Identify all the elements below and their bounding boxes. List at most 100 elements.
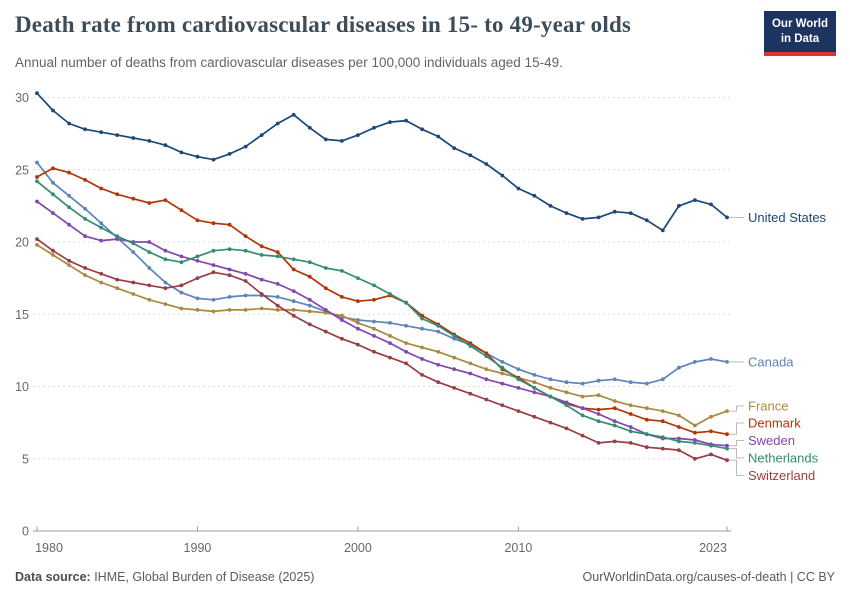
data-point-sweden-1991[interactable] — [211, 263, 216, 267]
data-point-united-states-2015[interactable] — [596, 215, 601, 220]
data-point-france-2016[interactable] — [612, 399, 617, 403]
data-point-switzerland-2017[interactable] — [628, 441, 633, 445]
data-point-switzerland-1982[interactable] — [67, 258, 71, 263]
data-point-netherlands-1995[interactable] — [275, 254, 280, 259]
data-point-sweden-1984[interactable] — [99, 238, 104, 243]
data-point-canada-2010[interactable] — [516, 367, 521, 372]
data-point-france-2001[interactable] — [372, 326, 376, 331]
data-point-france-2005[interactable] — [436, 349, 441, 354]
data-point-united-states-1990[interactable] — [195, 154, 200, 159]
data-point-sweden-2006[interactable] — [452, 367, 457, 372]
data-point-netherlands-1990[interactable] — [195, 254, 200, 259]
data-point-united-states-2012[interactable] — [548, 204, 553, 208]
data-point-france-2009[interactable] — [500, 371, 505, 376]
data-point-denmark-2020[interactable] — [677, 425, 681, 429]
data-point-canada-2014[interactable] — [580, 381, 585, 386]
data-point-denmark-2007[interactable] — [468, 341, 473, 345]
data-point-france-1984[interactable] — [99, 280, 104, 285]
data-point-denmark-1998[interactable] — [323, 286, 328, 291]
data-point-canada-1996[interactable] — [291, 299, 296, 304]
data-point-france-1994[interactable] — [259, 306, 264, 311]
data-point-sweden-2009[interactable] — [500, 381, 505, 386]
data-point-canada-2009[interactable] — [500, 360, 505, 364]
data-point-united-states-1980[interactable] — [35, 91, 39, 96]
data-point-france-1989[interactable] — [179, 306, 184, 311]
data-point-united-states-2018[interactable] — [644, 218, 649, 223]
legend-label-denmark[interactable]: Denmark — [748, 416, 801, 431]
data-point-switzerland-2011[interactable] — [532, 414, 537, 419]
data-point-switzerland-2007[interactable] — [468, 391, 473, 396]
data-point-netherlands-2005[interactable] — [436, 323, 441, 328]
data-point-sweden-1999[interactable] — [340, 318, 344, 322]
data-point-france-1998[interactable] — [323, 310, 328, 315]
data-point-united-states-2009[interactable] — [500, 173, 505, 178]
data-point-switzerland-2021[interactable] — [693, 456, 697, 461]
data-point-netherlands-1997[interactable] — [307, 260, 312, 265]
series-line-netherlands[interactable] — [36, 180, 728, 450]
data-point-united-states-2014[interactable] — [580, 217, 585, 221]
data-point-canada-1989[interactable] — [179, 290, 184, 295]
data-point-canada-2023[interactable] — [725, 360, 729, 364]
data-point-netherlands-2001[interactable] — [372, 283, 376, 288]
data-point-canada-1987[interactable] — [147, 266, 152, 270]
data-point-netherlands-1982[interactable] — [67, 205, 71, 210]
data-point-netherlands-1998[interactable] — [323, 266, 328, 270]
data-point-france-2004[interactable] — [420, 345, 424, 350]
data-point-france-2013[interactable] — [564, 390, 569, 395]
data-point-netherlands-2003[interactable] — [404, 300, 408, 305]
data-point-sweden-2002[interactable] — [388, 341, 392, 345]
data-point-switzerland-1998[interactable] — [323, 329, 328, 334]
legend-label-united-states[interactable]: United States — [748, 210, 827, 225]
data-point-canada-1993[interactable] — [243, 293, 248, 298]
data-point-netherlands-1983[interactable] — [83, 217, 87, 221]
data-point-france-2011[interactable] — [532, 380, 537, 385]
data-point-france-2014[interactable] — [580, 394, 585, 399]
data-point-united-states-1982[interactable] — [67, 121, 71, 126]
data-point-united-states-2001[interactable] — [372, 125, 376, 130]
data-point-canada-1992[interactable] — [227, 295, 232, 299]
data-point-netherlands-2017[interactable] — [628, 429, 633, 434]
data-point-united-states-2010[interactable] — [516, 186, 521, 191]
data-point-sweden-2013[interactable] — [564, 400, 569, 405]
data-point-switzerland-2008[interactable] — [484, 397, 489, 402]
data-point-canada-1981[interactable] — [51, 180, 55, 185]
data-point-france-2008[interactable] — [484, 367, 489, 372]
data-point-switzerland-1983[interactable] — [83, 266, 87, 270]
data-point-sweden-2001[interactable] — [372, 334, 376, 338]
data-point-united-states-1986[interactable] — [131, 136, 136, 140]
data-point-france-1992[interactable] — [227, 308, 232, 312]
series-line-canada[interactable] — [36, 161, 728, 385]
data-point-canada-1997[interactable] — [307, 303, 312, 308]
data-point-united-states-2022[interactable] — [709, 202, 713, 207]
data-point-united-states-1992[interactable] — [227, 152, 232, 156]
data-point-netherlands-1980[interactable] — [35, 179, 39, 184]
data-point-netherlands-1981[interactable] — [51, 192, 55, 197]
data-point-france-2007[interactable] — [468, 361, 473, 366]
data-point-switzerland-2013[interactable] — [564, 426, 569, 431]
data-point-denmark-1989[interactable] — [179, 208, 184, 213]
data-point-sweden-2010[interactable] — [516, 386, 521, 390]
data-point-netherlands-1988[interactable] — [163, 257, 168, 262]
data-point-canada-1986[interactable] — [131, 250, 136, 255]
data-point-switzerland-1989[interactable] — [179, 283, 184, 288]
data-point-sweden-1985[interactable] — [115, 237, 120, 242]
data-point-netherlands-2009[interactable] — [500, 365, 505, 370]
data-point-united-states-2016[interactable] — [612, 209, 617, 214]
data-point-canada-2018[interactable] — [644, 381, 649, 386]
data-point-united-states-2023[interactable] — [725, 215, 729, 220]
data-point-denmark-2019[interactable] — [660, 419, 665, 424]
data-point-switzerland-2022[interactable] — [709, 452, 713, 457]
data-point-sweden-2003[interactable] — [404, 349, 408, 354]
data-point-denmark-1991[interactable] — [211, 221, 216, 226]
data-point-switzerland-2020[interactable] — [677, 448, 681, 452]
data-point-sweden-2004[interactable] — [420, 357, 424, 361]
data-point-switzerland-1981[interactable] — [51, 248, 55, 253]
data-point-switzerland-2003[interactable] — [404, 361, 408, 366]
data-point-denmark-1982[interactable] — [67, 170, 71, 175]
data-point-france-1981[interactable] — [51, 253, 55, 257]
data-point-netherlands-2019[interactable] — [660, 435, 665, 439]
data-point-canada-1990[interactable] — [195, 296, 200, 301]
data-point-united-states-2019[interactable] — [660, 228, 665, 233]
data-point-sweden-1996[interactable] — [291, 289, 296, 293]
data-point-denmark-1984[interactable] — [99, 186, 104, 191]
